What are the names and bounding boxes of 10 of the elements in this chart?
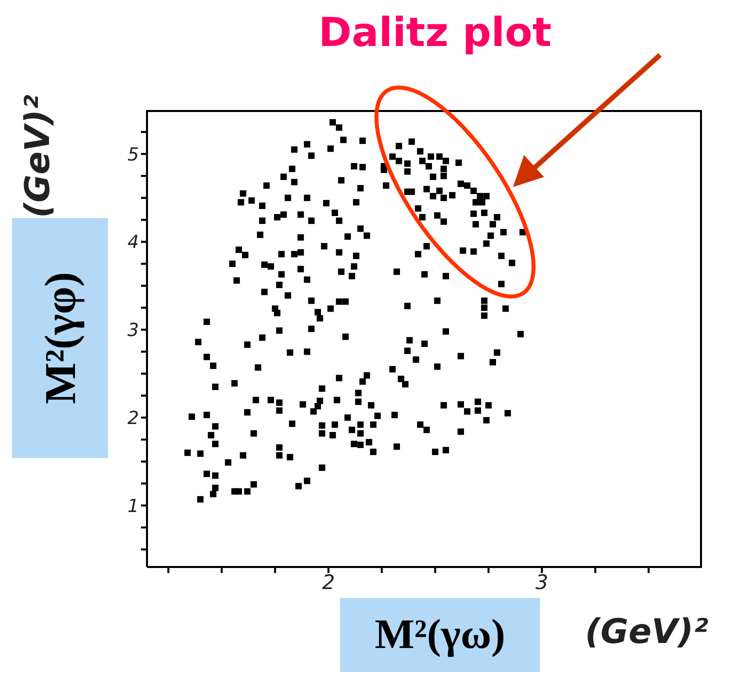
- text: (GeV)²: [585, 612, 708, 652]
- y-axis-title: M²(γφ): [34, 272, 86, 404]
- y-tick-label: 4: [128, 232, 139, 254]
- y-tick-label: 2: [128, 408, 139, 429]
- y-tick-label: 5: [128, 144, 139, 166]
- chart-title: Dalitz plot: [318, 10, 552, 56]
- x-axis-title: M²(γω): [340, 598, 540, 672]
- y-tick-label: 3: [128, 320, 139, 342]
- y-tick-label: 1: [128, 496, 139, 517]
- text: (GeV)²: [18, 94, 59, 218]
